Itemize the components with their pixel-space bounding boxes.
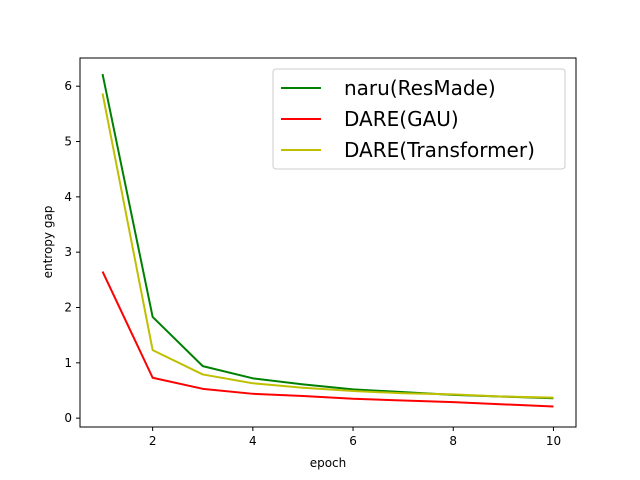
x-tick-label: 8 <box>449 434 457 448</box>
y-axis-label: entropy gap <box>41 206 55 279</box>
y-tick-label: 1 <box>64 356 72 370</box>
series-line-3 <box>101 93 554 399</box>
x-tick-label: 4 <box>249 434 257 448</box>
y-tick-label: 2 <box>64 301 72 315</box>
x-axis: 2 4 6 8 10 <box>149 427 561 448</box>
x-axis-label: epoch <box>310 456 347 470</box>
legend-label-1: naru(ResMade) <box>344 76 496 100</box>
x-tick-label: 10 <box>546 434 561 448</box>
plot-frame <box>79 57 577 428</box>
legend-label-3: DARE(Transformer) <box>344 138 535 162</box>
x-tick-label: 6 <box>349 434 357 448</box>
y-tick-label: 6 <box>64 79 72 93</box>
series-lines <box>101 73 554 408</box>
y-tick-label: 4 <box>64 190 72 204</box>
series-line-2 <box>101 271 554 408</box>
y-tick-label: 5 <box>64 135 72 149</box>
y-tick-label: 0 <box>64 411 72 425</box>
legend-box <box>272 68 566 170</box>
y-tick-label: 3 <box>64 245 72 259</box>
x-tick-label: 2 <box>149 434 157 448</box>
y-axis: 0 1 2 3 4 5 6 <box>64 79 80 425</box>
legend: naru(ResMade) DARE(GAU) DARE(Transformer) <box>272 68 566 170</box>
legend-label-2: DARE(GAU) <box>344 107 459 131</box>
